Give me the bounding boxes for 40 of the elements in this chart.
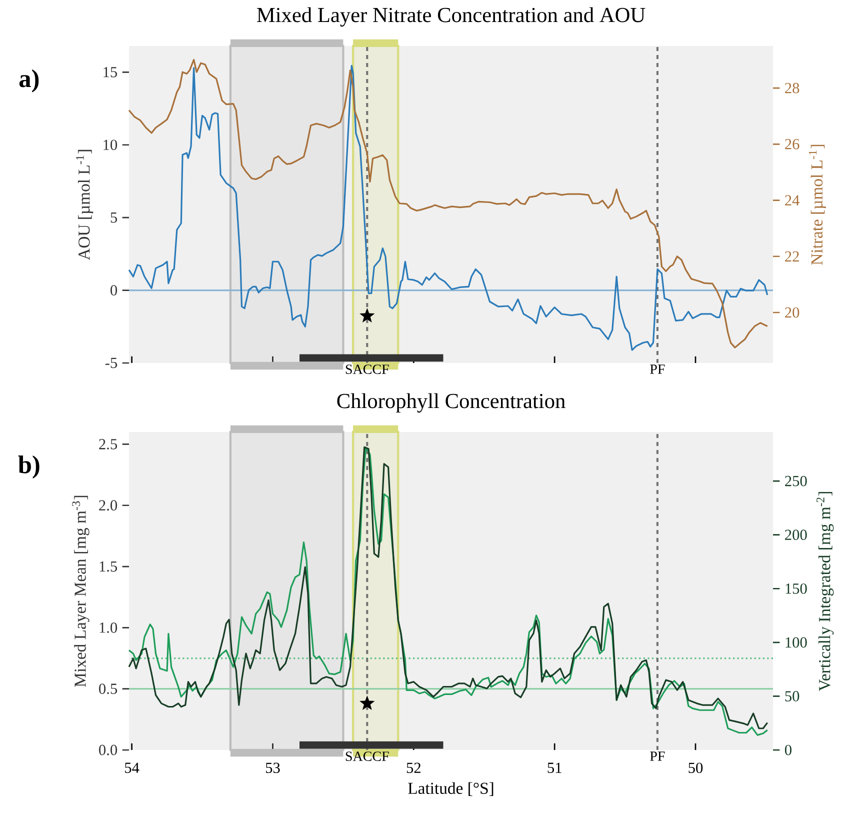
y-axis-title: AOU [µmol L$^{-1}$] <box>76 150 94 260</box>
y-tick-label: 1.0 <box>100 622 118 633</box>
y-tick-label: -5 <box>105 358 118 368</box>
y-tick-label: 2.0 <box>99 500 118 511</box>
x-tick-label: 53 <box>266 762 280 774</box>
y-tick-label: 0 <box>110 285 118 296</box>
y-tick-label: 0.0 <box>99 744 118 756</box>
y2-tick-label: 50 <box>785 691 800 702</box>
chart-title: Chlorophyll Concentration <box>337 393 566 413</box>
y-tick-label: 1.5 <box>100 561 118 572</box>
x-tick-label: 51 <box>548 762 562 773</box>
y2-tick-label: 26 <box>785 139 800 150</box>
y-axis-title: Mixed Layer Mean [mg m$^{-3}$] <box>72 496 90 687</box>
x-axis-title: Latitude [°S] <box>408 782 494 796</box>
y2-axis-title: Nitrate [µmol L$^{-1}$] <box>808 144 826 265</box>
y-tick-label: 10 <box>104 140 118 150</box>
y2-tick-label: 150 <box>786 583 807 594</box>
y-tick-label: 0.5 <box>99 684 118 694</box>
x-tick-label: 50 <box>688 762 703 774</box>
y2-tick-label: 0 <box>784 744 792 756</box>
y2-axis-title: Vertically Integrated [mg m$^{-2}$] <box>816 492 834 692</box>
ref-line-label: PF <box>650 752 665 761</box>
y2-tick-label: 100 <box>786 637 807 648</box>
ref-line-label: SACCF <box>346 364 389 374</box>
y2-tick-label: 20 <box>785 307 800 318</box>
text: a) <box>19 69 39 92</box>
x-tick-label: 54 <box>125 762 140 773</box>
y2-tick-label: 22 <box>785 251 799 262</box>
y2-tick-label: 250 <box>785 476 807 486</box>
x-tick-label: 52 <box>406 762 420 774</box>
ref-line-label: SACCF <box>346 752 389 762</box>
y2-tick-label: 28 <box>785 82 800 94</box>
chart-title: Mixed Layer Nitrate Concentration and AOU <box>257 7 646 27</box>
ref-line-label: PF <box>650 364 665 374</box>
y2-tick-label: 200 <box>785 530 807 540</box>
y2-tick-label: 24 <box>785 195 800 206</box>
y-tick-label: 5 <box>110 212 118 223</box>
text: b) <box>18 456 40 478</box>
y-tick-label: 2.5 <box>99 439 118 450</box>
y-tick-label: 15 <box>104 67 118 78</box>
